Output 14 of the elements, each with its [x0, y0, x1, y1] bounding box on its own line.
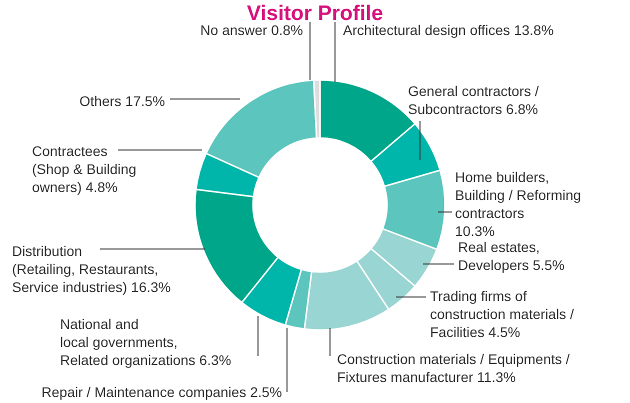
slice-label: Distribution (Retailing, Restaurants, Service industries) 16.3%: [12, 243, 171, 295]
slice-label: National and local governments, Related organizations 6.3%: [60, 316, 232, 368]
slice-label: Repair / Maintenance companies 2.5%: [42, 384, 282, 400]
slice-label: Real estates, Developers 5.5%: [458, 239, 565, 273]
slice-label: Trading firms of construction materials / Facilities 4.5%: [430, 288, 574, 340]
slice-label: Contractees (Shop & Building owners) 4.8%: [32, 143, 136, 195]
chart-title: Visitor Profile: [246, 2, 384, 25]
slice-label: Home builders, Building / Reforming contractors: [455, 169, 582, 221]
slice-label: Others 17.5%: [79, 93, 165, 109]
slice-label: Construction materials / Equipments / Fixtures manufacturer 11.3%: [337, 351, 570, 385]
slice-label: No answer 0.8%: [200, 22, 303, 38]
slice-label: Architectural design offices 13.8%: [343, 22, 554, 38]
slice-label: General contractors / Subcontractors 6.8%: [408, 83, 539, 117]
data-label: 10.3%: [455, 223, 495, 239]
